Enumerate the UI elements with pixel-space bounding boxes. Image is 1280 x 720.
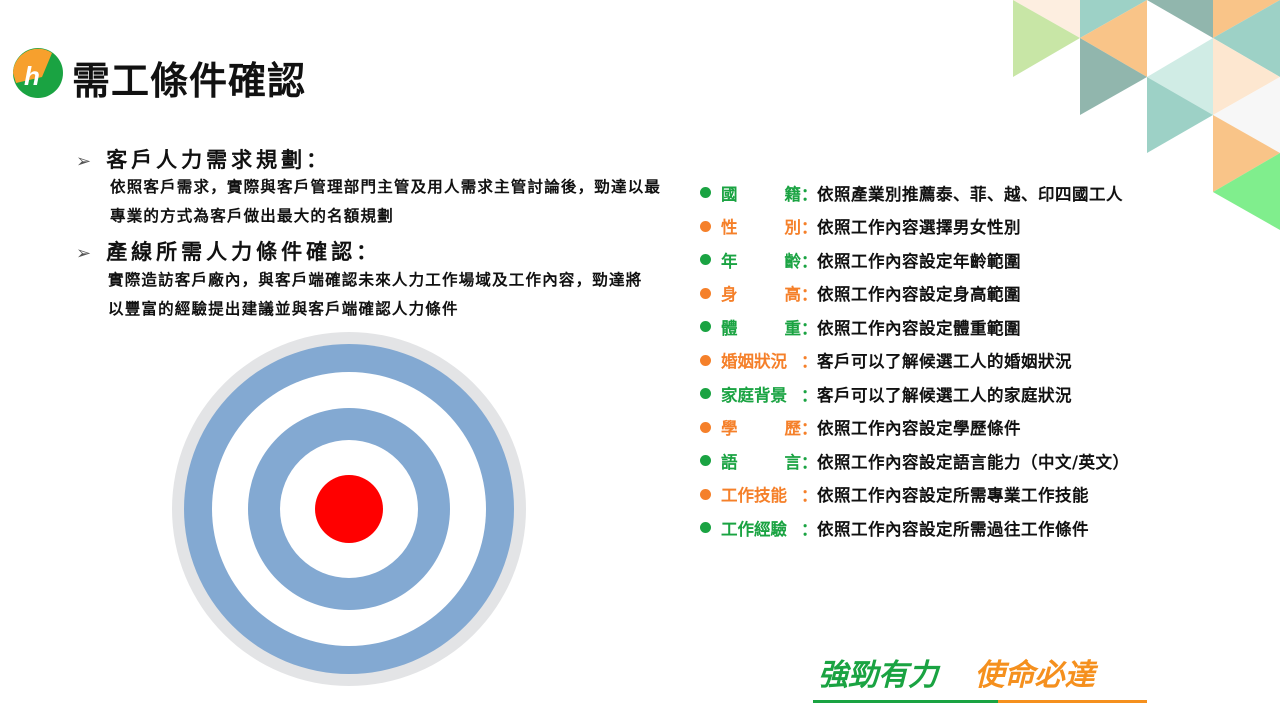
criteria-colon: ：	[801, 352, 818, 372]
criteria-value: 依照工作內容選擇男女性別	[817, 218, 1021, 238]
criteria-label: 語言	[721, 452, 801, 472]
section-2: ➢ 產線所需人力條件確認：	[76, 236, 381, 266]
criteria-colon: ：	[801, 385, 818, 405]
criteria-item: 工作技能 ：依照工作內容設定所需專業工作技能	[700, 478, 1130, 512]
criteria-label: 家庭背景	[721, 385, 787, 405]
criteria-colon: ：	[801, 318, 818, 338]
criteria-item: 體重：依照工作內容設定體重範圍	[700, 310, 1130, 344]
logo-icon: h	[13, 48, 63, 98]
section-1: ➢ 客戶人力需求規劃：	[76, 144, 331, 174]
criteria-label: 學歷	[721, 419, 801, 439]
criteria-label: 年齡	[721, 251, 801, 271]
criteria-value: 客戶可以了解候選工人的婚姻狀況	[817, 352, 1072, 372]
bullet-dot-icon	[700, 455, 711, 467]
bullet-dot-icon	[700, 187, 711, 199]
criteria-item: 身高：依照工作內容設定身高範圍	[700, 277, 1130, 311]
slogan-part1: 強勁有力	[818, 658, 938, 693]
criteria-colon: ：	[801, 519, 818, 539]
section-heading: 產線所需人力條件確認：	[106, 240, 382, 264]
criteria-item: 家庭背景 ：客戶可以了解候選工人的家庭狀況	[700, 377, 1130, 411]
svg-text:h: h	[24, 61, 40, 91]
criteria-item: 學歷：依照工作內容設定學歷條件	[700, 411, 1130, 445]
slogan-underline-orange	[998, 700, 1147, 703]
criteria-colon: ：	[801, 251, 818, 271]
bullet-dot-icon	[700, 220, 711, 232]
criteria-colon: ：	[801, 486, 818, 506]
criteria-colon: ：	[801, 452, 818, 472]
criteria-value: 依照工作內容設定身高範圍	[817, 285, 1021, 305]
criteria-label: 工作技能	[721, 486, 787, 506]
criteria-colon: ：	[801, 184, 818, 204]
criteria-colon: ：	[801, 419, 818, 439]
criteria-value: 依照工作內容設定所需專業工作技能	[817, 486, 1089, 506]
target-graphic	[172, 332, 526, 686]
criteria-item: 語言：依照工作內容設定語言能力（中文/英文）	[700, 444, 1130, 478]
criteria-value: 依照工作內容設定所需過往工作條件	[817, 519, 1089, 539]
criteria-label: 性別	[721, 218, 801, 238]
bullet-dot-icon	[700, 287, 711, 299]
criteria-value: 依照工作內容設定語言能力（中文/英文）	[817, 452, 1130, 472]
bullet-dot-icon	[700, 522, 711, 534]
arrow-bullet-icon: ➢	[76, 151, 92, 172]
bullet-dot-icon	[700, 488, 711, 500]
criteria-colon: ：	[801, 218, 818, 238]
criteria-list: 國籍：依照產業別推薦泰、菲、越、印四國工人性別：依照工作內容選擇男女性別年齡：依…	[700, 176, 1130, 545]
criteria-label: 工作經驗	[721, 519, 787, 539]
section-heading: 客戶人力需求規劃：	[106, 148, 332, 172]
criteria-item: 性別：依照工作內容選擇男女性別	[700, 210, 1130, 244]
section-body: 依照客戶需求，實際與客戶管理部門主管及用人需求主管討論後，勁達以最專業的方式為客…	[110, 178, 662, 225]
bullet-dot-icon	[700, 254, 711, 266]
criteria-label: 婚姻狀況	[721, 352, 787, 372]
criteria-colon: ：	[801, 285, 818, 305]
bullet-dot-icon	[700, 421, 711, 433]
bullet-dot-icon	[700, 321, 711, 333]
target-bullseye	[315, 475, 383, 543]
criteria-item: 婚姻狀況 ：客戶可以了解候選工人的婚姻狀況	[700, 344, 1130, 378]
criteria-item: 國籍：依照產業別推薦泰、菲、越、印四國工人	[700, 176, 1130, 210]
criteria-value: 依照產業別推薦泰、菲、越、印四國工人	[817, 184, 1123, 204]
bullet-dot-icon	[700, 354, 711, 366]
decorative-triangles	[1013, 0, 1280, 230]
slogan: 強勁有力 使命必達	[818, 650, 1094, 694]
criteria-label: 體重	[721, 318, 801, 338]
slogan-underline-green	[813, 700, 998, 703]
criteria-value: 依照工作內容設定年齡範圍	[817, 251, 1021, 271]
arrow-bullet-icon: ➢	[76, 243, 92, 264]
criteria-item: 年齡：依照工作內容設定年齡範圍	[700, 243, 1130, 277]
page-title: 需工條件確認	[72, 59, 307, 103]
criteria-label: 身高	[721, 285, 801, 305]
bullet-dot-icon	[700, 388, 711, 400]
slogan-part2: 使命必達	[974, 658, 1095, 693]
criteria-value: 依照工作內容設定學歷條件	[817, 419, 1021, 439]
criteria-value: 依照工作內容設定體重範圍	[817, 318, 1021, 338]
criteria-label: 國籍	[721, 184, 801, 204]
section-body: 實際造訪客戶廠內，與客戶端確認未來人力工作場域及工作內容，勁達將以豐富的經驗提出…	[108, 271, 643, 318]
criteria-value: 客戶可以了解候選工人的家庭狀況	[817, 385, 1072, 405]
criteria-item: 工作經驗 ：依照工作內容設定所需過往工作條件	[700, 511, 1130, 545]
